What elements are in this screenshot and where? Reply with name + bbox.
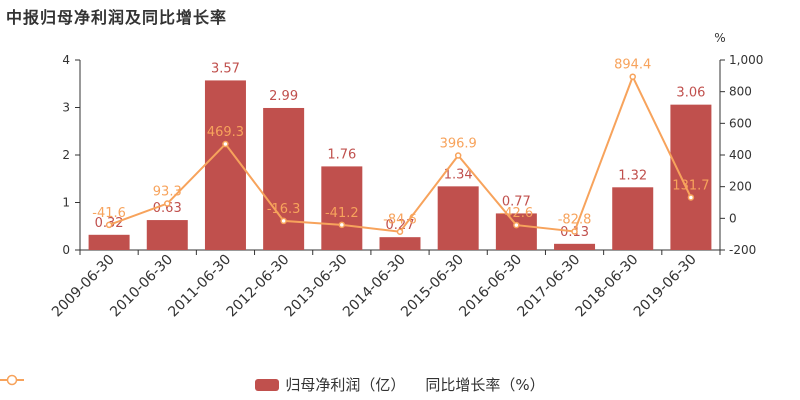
growth-value-label: -84.6 <box>383 213 417 228</box>
growth-value-label: -42.6 <box>500 206 534 221</box>
growth-value-label: -41.6 <box>92 206 126 221</box>
legend-item-profit[interactable]: 归母净利润（亿） <box>255 374 405 395</box>
growth-point <box>280 217 287 225</box>
legend: 归母净利润（亿） 同比增长率（%） <box>0 374 800 395</box>
growth-point <box>513 221 520 229</box>
right-tick-label: 400 <box>729 148 752 162</box>
bar <box>554 243 596 250</box>
bar <box>263 107 305 250</box>
growth-value-label: -41.2 <box>325 206 359 221</box>
legend-label-profit: 归母净利润（亿） <box>285 376 406 394</box>
growth-value-label: -82.8 <box>558 212 592 227</box>
growth-point <box>164 200 171 207</box>
bar-series <box>88 80 712 251</box>
legend-label-growth: 同比增长率（%） <box>425 376 545 394</box>
bar-value-label: 1.32 <box>618 168 647 183</box>
growth-point <box>222 140 229 148</box>
growth-line <box>108 74 692 233</box>
growth-point <box>105 221 113 229</box>
right-tick-label: -200 <box>729 243 756 257</box>
left-tick-label: 4 <box>62 53 70 67</box>
left-tick-label: 0 <box>62 243 70 257</box>
left-tick-label: 3 <box>62 101 70 115</box>
left-tick-label: 2 <box>62 148 70 162</box>
bar-value-label: 0.77 <box>502 194 531 209</box>
bar <box>204 80 246 250</box>
bar-value-label: 2.99 <box>269 89 298 104</box>
bar-value-label: 3.06 <box>676 86 705 101</box>
line-labels: -41.6 93.3 469.3 -16.3 -41.2 -84.6 396.9 -42.6 -… <box>92 58 709 228</box>
growth-point <box>629 73 636 80</box>
bar <box>437 186 479 250</box>
chart-title: 中报归母净利润及同比增长率 <box>6 8 228 27</box>
bar <box>495 213 537 250</box>
line-series <box>105 73 695 235</box>
right-tick-label: 0 <box>729 211 737 225</box>
bar-value-label: 0.63 <box>153 201 182 216</box>
right-tick-label: 800 <box>729 85 752 99</box>
right-tick-label: 200 <box>729 180 752 194</box>
right-tick-label: 600 <box>729 116 752 130</box>
right-axis-unit: % <box>714 31 725 45</box>
growth-point <box>396 228 404 235</box>
x-ticks: 2009-06-302010-06-302011-06-302012-06-30… <box>49 250 721 321</box>
bar <box>321 166 363 250</box>
bar <box>88 234 130 250</box>
growth-value-label: 396.9 <box>440 136 477 151</box>
growth-value-label: 894.4 <box>614 58 651 73</box>
bar-value-label: 3.57 <box>211 61 240 76</box>
legend-item-growth[interactable]: 同比增长率（%） <box>0 374 545 395</box>
growth-value-label: 131.7 <box>672 178 709 193</box>
legend-line-swatch <box>0 374 24 386</box>
bar-value-label: 1.34 <box>444 167 473 182</box>
x-tick-label: 2019-06-30 <box>631 252 700 321</box>
bar <box>379 237 421 250</box>
growth-value-label: 93.3 <box>153 185 182 200</box>
bar-value-label: 1.76 <box>327 147 356 162</box>
right-tick-label: 1,000 <box>729 53 763 67</box>
growth-point <box>338 221 346 229</box>
bar <box>146 220 188 250</box>
growth-point <box>687 194 695 201</box>
bar <box>612 187 654 250</box>
bar <box>670 104 712 251</box>
left-tick-label: 1 <box>62 196 70 210</box>
legend-bar-swatch <box>255 378 280 391</box>
growth-value-label: 469.3 <box>207 125 244 140</box>
growth-point <box>571 228 578 235</box>
growth-point <box>454 152 462 159</box>
growth-value-label: -16.3 <box>267 202 301 217</box>
